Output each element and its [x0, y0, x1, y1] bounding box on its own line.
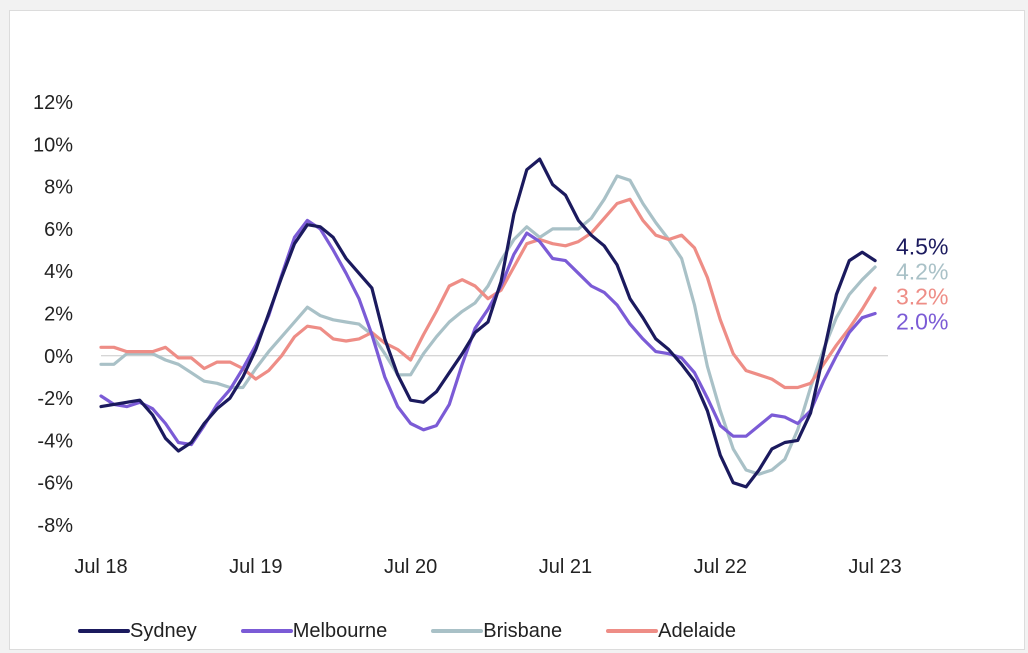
y-tick-label: 12% — [33, 92, 73, 114]
end-label-melbourne: 2.0% — [896, 309, 948, 335]
legend-swatch-brisbane — [431, 629, 484, 633]
series-line-adelaide — [99, 197, 877, 390]
legend-item-melbourne[interactable]: Melbourne — [240, 619, 388, 643]
y-tick-label: 6% — [44, 219, 73, 241]
y-tick-label: 2% — [44, 304, 73, 326]
end-label-brisbane: 4.2% — [896, 259, 948, 285]
y-tick-label: -2% — [37, 388, 73, 410]
legend-label-brisbane: Brisbane — [483, 619, 563, 642]
legend-swatch-melbourne — [240, 629, 293, 633]
legend-swatch-adelaide — [606, 629, 659, 633]
x-tick-label: Jul 23 — [848, 556, 901, 578]
y-tick-label: 0% — [44, 346, 73, 368]
x-axis: Jul 18 Jul 19 Jul 20 Jul 21 Jul 22 Jul 23 — [74, 556, 901, 578]
y-tick-label: 4% — [44, 261, 73, 283]
x-tick-label: Jul 20 — [384, 556, 437, 578]
y-tick-label: -4% — [37, 430, 73, 452]
series-line-melbourne — [99, 218, 877, 447]
x-tick-label: Jul 18 — [74, 556, 127, 578]
x-tick-label: Jul 19 — [229, 556, 282, 578]
legend-item-brisbane[interactable]: Brisbane — [431, 620, 562, 643]
series-lines — [99, 157, 877, 489]
legend-swatch-sydney — [78, 629, 130, 633]
end-label-adelaide: 3.2% — [896, 284, 948, 310]
legend-label-adelaide: Adelaide — [658, 619, 737, 642]
legend-label-melbourne: Melbourne — [292, 619, 388, 642]
legend: Sydney Melbourne Brisbane Adelaide — [78, 618, 780, 644]
y-axis: 12% 10% 8% 6% 4% 2% 0% -2% -4% -6% -8% — [33, 92, 73, 537]
y-tick-label: 10% — [33, 134, 73, 156]
y-tick-label: -8% — [37, 515, 73, 537]
legend-label-sydney: Sydney — [130, 619, 197, 642]
chart-card — [9, 10, 1025, 650]
x-tick-label: Jul 21 — [539, 556, 592, 578]
x-tick-label: Jul 22 — [694, 556, 747, 578]
y-tick-label: 8% — [44, 177, 73, 199]
legend-item-sydney[interactable]: Sydney — [78, 620, 197, 643]
end-labels: 4.5%4.2%3.2%2.0% — [896, 234, 948, 335]
y-tick-label: -6% — [37, 473, 73, 495]
series-line-sydney — [99, 157, 877, 489]
legend-item-adelaide[interactable]: Adelaide — [606, 620, 736, 643]
end-label-sydney: 4.5% — [896, 234, 948, 260]
series-line-brisbane — [99, 174, 877, 476]
